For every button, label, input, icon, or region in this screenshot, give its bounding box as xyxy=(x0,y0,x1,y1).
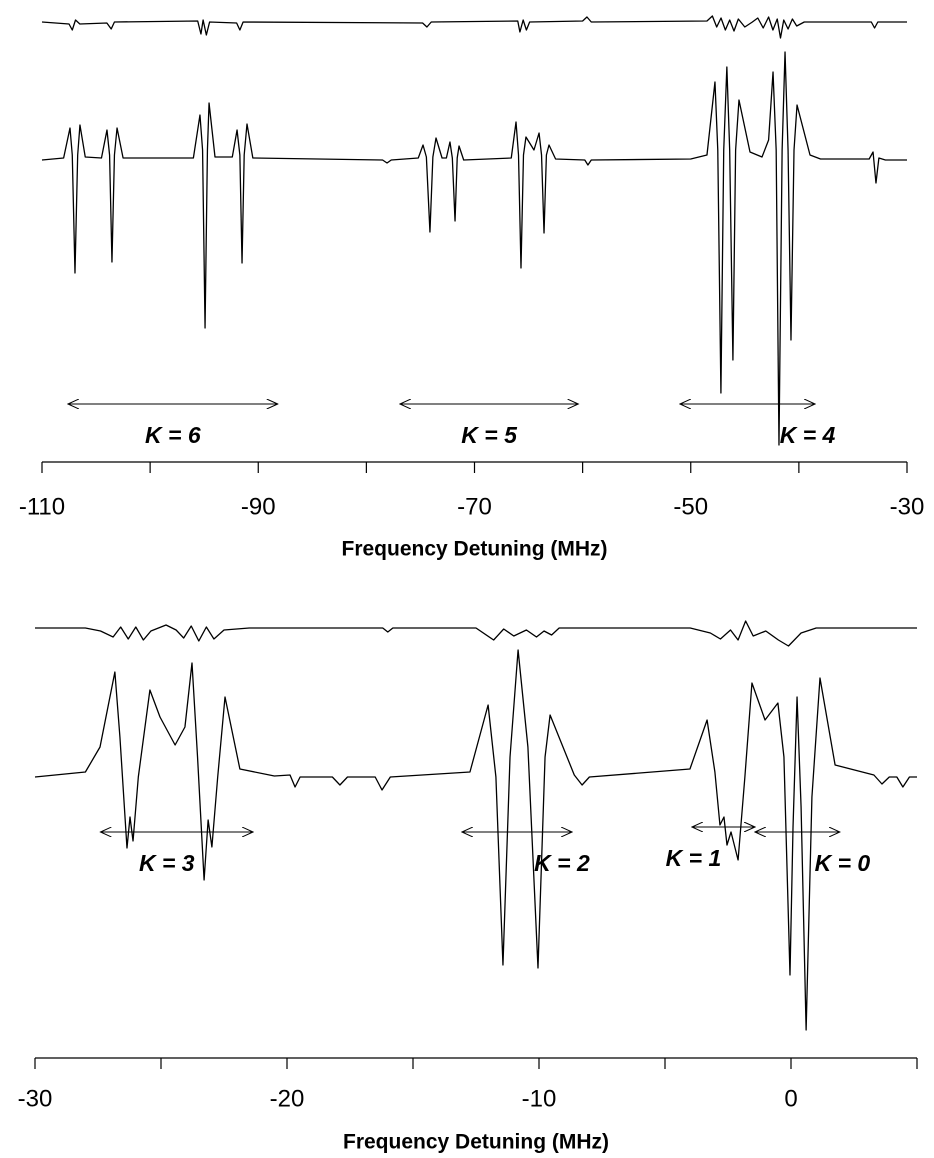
spectrum-trace xyxy=(41,15,907,39)
x-axis-title: Frequency Detuning (MHz) xyxy=(343,1131,609,1154)
spectrum-trace xyxy=(35,620,917,647)
k-label: K = 5 xyxy=(461,422,518,448)
x-tick-label: -10 xyxy=(522,1085,557,1112)
x-tick-label: -30 xyxy=(890,493,925,520)
k-label: K = 1 xyxy=(666,845,722,871)
k-label: K = 2 xyxy=(534,850,590,876)
x-tick-label: -110 xyxy=(19,493,65,520)
x-axis-title: Frequency Detuning (MHz) xyxy=(342,538,608,561)
x-tick-label: -50 xyxy=(673,493,708,520)
k-label: K = 6 xyxy=(145,422,201,448)
x-tick-label: -90 xyxy=(241,493,276,520)
spectrum-trace xyxy=(41,51,907,446)
x-tick-label: -70 xyxy=(457,493,492,520)
k-label: K = 4 xyxy=(780,422,836,448)
x-tick-label: -20 xyxy=(270,1085,305,1112)
x-tick-label: -30 xyxy=(18,1085,53,1112)
x-tick-label: 0 xyxy=(784,1085,797,1112)
k-label: K = 3 xyxy=(139,850,195,876)
spectrum-trace xyxy=(34,649,917,1031)
k-label: K = 0 xyxy=(815,850,871,876)
